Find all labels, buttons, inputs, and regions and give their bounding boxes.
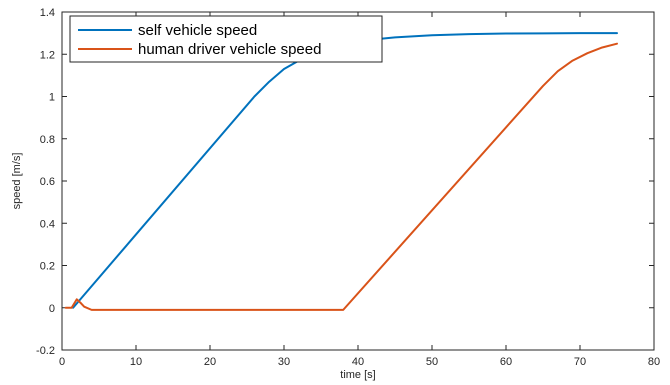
x-tick-label: 20 xyxy=(204,356,216,368)
x-tick-label: 50 xyxy=(426,356,438,368)
y-tick-label: 0.4 xyxy=(40,218,55,230)
x-tick-label: 10 xyxy=(130,356,142,368)
series-line-2 xyxy=(64,42,618,311)
x-tick-label: 40 xyxy=(352,356,364,368)
y-tick-label: 1 xyxy=(49,92,55,104)
legend-box xyxy=(69,15,383,63)
y-tick-label: -0.2 xyxy=(36,345,55,357)
x-tick-label: 70 xyxy=(574,356,586,368)
y-tick-label: 1.2 xyxy=(40,49,55,61)
x-tick-label: 0 xyxy=(59,356,65,368)
y-tick-label: 0.8 xyxy=(40,134,55,146)
y-tick-label: 0.2 xyxy=(40,261,55,273)
y-axis-label: speed [m/s] xyxy=(11,153,23,210)
axis-ticks: 0 10 20 30 40 50 60 70 80 -0.2 0 0.2 0.4 0.6 0.8 1 1.2 1.… xyxy=(36,7,660,368)
y-tick-label: 1.4 xyxy=(40,7,55,19)
x-tick-label: 60 xyxy=(500,356,512,368)
y-tick-label: 0.6 xyxy=(40,176,55,188)
legend: self vehicle speed human driver vehicle s… xyxy=(69,15,383,63)
legend-entry-1: self vehicle speed xyxy=(138,22,257,39)
y-tick-label: 0 xyxy=(49,303,55,315)
axes xyxy=(61,11,655,351)
x-axis-label: time [s] xyxy=(340,369,375,381)
x-tick-label: 80 xyxy=(648,356,660,368)
x-tick-label: 30 xyxy=(278,356,290,368)
plot-area-frame xyxy=(61,11,655,351)
legend-entry-2: human driver vehicle speed xyxy=(138,41,321,58)
